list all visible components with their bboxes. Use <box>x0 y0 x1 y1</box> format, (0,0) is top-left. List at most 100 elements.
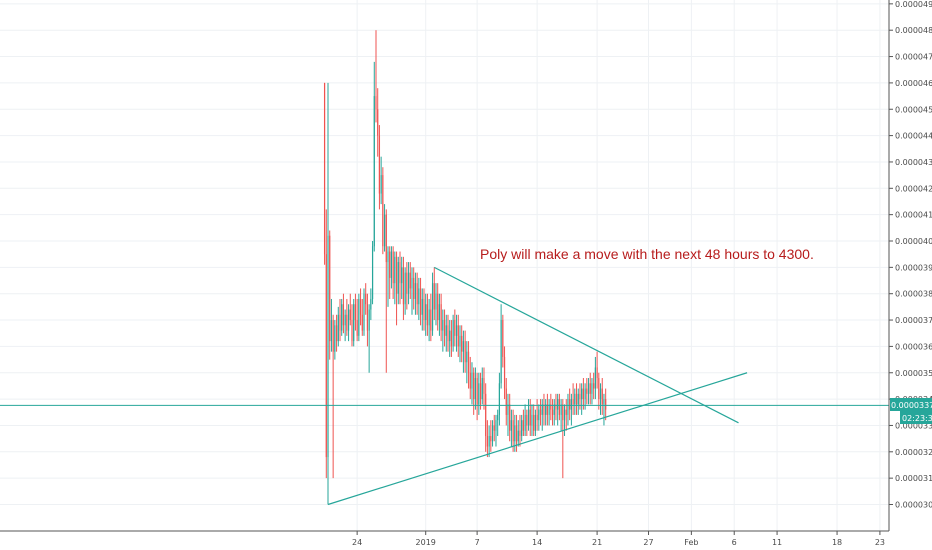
candle-body <box>522 420 524 431</box>
candle-body <box>335 325 338 342</box>
candle-body <box>334 325 336 352</box>
candle <box>365 283 367 315</box>
candle-body <box>567 399 569 415</box>
candle-body <box>377 109 379 136</box>
candle-body <box>445 325 447 336</box>
candle <box>404 267 406 315</box>
candle-body <box>553 404 555 415</box>
candle <box>406 262 408 310</box>
candle <box>587 378 590 405</box>
candle <box>483 367 485 410</box>
candle-body <box>443 320 446 336</box>
candle-body <box>543 404 545 415</box>
candle <box>358 293 360 342</box>
x-tick-label: 18 <box>832 538 842 547</box>
candle-body <box>579 393 581 400</box>
candle-body <box>455 325 458 336</box>
candle-body <box>390 251 393 278</box>
candle-body <box>493 425 495 431</box>
candle-body <box>509 404 511 431</box>
candle <box>538 404 540 431</box>
candle <box>413 267 415 310</box>
candle <box>327 82 329 505</box>
candle <box>497 409 499 436</box>
candle-body <box>385 214 387 263</box>
candle <box>423 288 425 331</box>
candle <box>502 314 504 368</box>
candle-body <box>497 414 499 421</box>
candle <box>500 304 502 389</box>
candle-body <box>503 356 506 389</box>
candle <box>450 320 453 357</box>
candle <box>428 298 430 342</box>
candle-body <box>332 320 334 352</box>
candle <box>572 383 574 415</box>
candle <box>473 367 475 415</box>
candle <box>526 409 528 436</box>
candle-body <box>473 372 475 400</box>
candle <box>589 372 591 405</box>
candle <box>414 272 417 315</box>
candle <box>361 298 363 336</box>
candle-body <box>512 420 514 442</box>
x-tick-label: Feb <box>684 538 698 547</box>
candle-body <box>428 309 430 326</box>
candle <box>330 298 333 352</box>
y-tick-label: 0.00004200 <box>895 184 932 193</box>
y-tick-label: 0.00004700 <box>895 53 932 62</box>
candle <box>341 298 343 336</box>
candle-body <box>584 388 586 400</box>
candle-body <box>464 341 466 363</box>
candle <box>555 393 557 421</box>
candle-body <box>533 414 535 431</box>
candle <box>418 277 420 321</box>
candle <box>503 346 506 400</box>
candle-body <box>435 293 437 310</box>
candle <box>347 304 350 342</box>
candle-body <box>527 409 530 426</box>
candle-body <box>402 267 405 305</box>
candle <box>495 414 497 447</box>
candle <box>596 351 598 389</box>
candle-body <box>361 314 363 331</box>
candle-body <box>495 420 497 431</box>
candle <box>402 256 405 321</box>
candle-body <box>466 351 468 363</box>
candle <box>401 256 403 299</box>
x-tick-label: 2019 <box>416 538 436 547</box>
candle <box>510 409 512 447</box>
y-tick-label: 0.00003500 <box>895 369 932 378</box>
candle <box>353 298 355 347</box>
candle <box>464 330 466 373</box>
candle <box>354 293 357 331</box>
candle <box>455 314 458 352</box>
x-tick-label: 7 <box>475 538 480 547</box>
candle-body <box>572 399 574 405</box>
candle <box>488 425 490 458</box>
candle-body <box>536 414 538 421</box>
candle-body <box>437 293 439 321</box>
candle-body <box>452 320 454 347</box>
candle-body <box>605 399 607 410</box>
candle-body <box>545 404 547 415</box>
candle-body <box>339 314 341 331</box>
candle-body <box>569 399 571 410</box>
candles <box>323 30 607 505</box>
candle <box>575 383 578 415</box>
candle-body <box>406 272 408 294</box>
candle-body <box>356 320 358 336</box>
candle-body <box>387 251 389 263</box>
candle <box>447 314 449 352</box>
candle-body <box>565 409 567 415</box>
candle-body <box>558 399 560 415</box>
candle <box>332 314 334 479</box>
candle-body <box>598 378 600 400</box>
x-tick-label: 6 <box>732 538 737 547</box>
candle <box>334 320 336 360</box>
candle <box>527 399 530 431</box>
candle <box>519 414 521 447</box>
candle-body <box>426 304 429 326</box>
candle <box>392 246 394 299</box>
candle <box>481 367 483 405</box>
